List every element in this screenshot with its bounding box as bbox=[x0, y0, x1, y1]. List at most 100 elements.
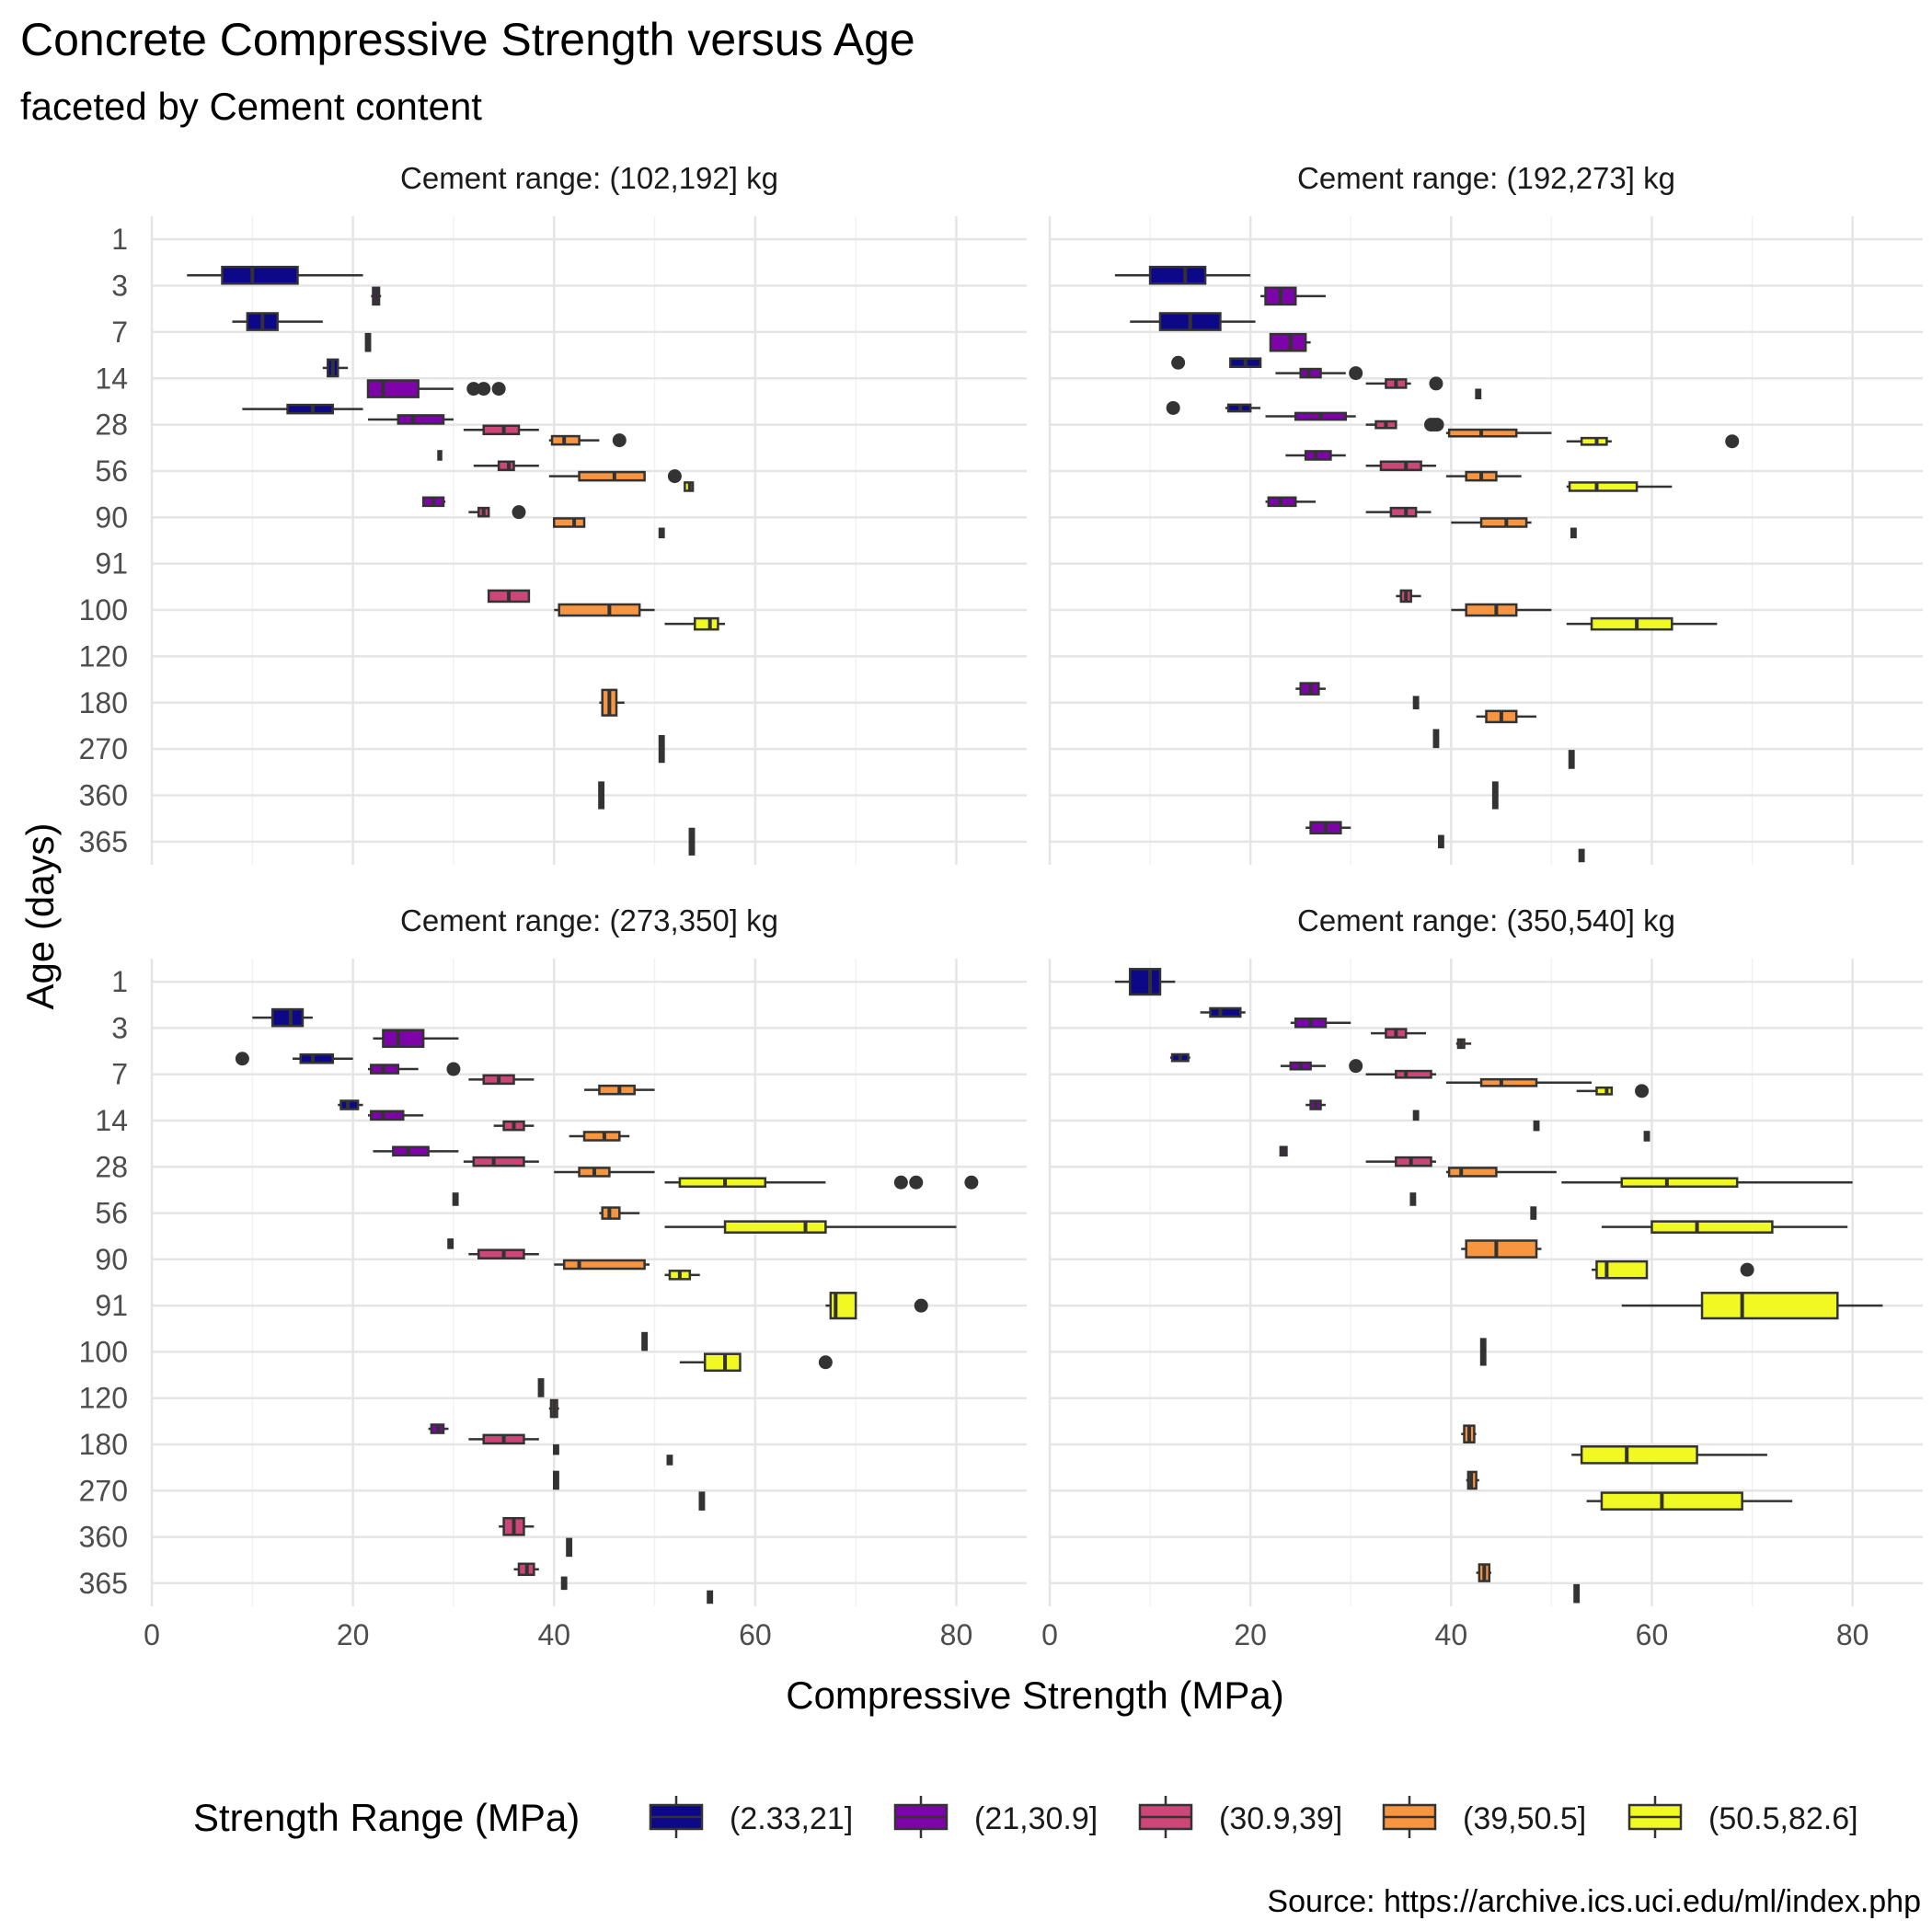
outlier-point bbox=[818, 1355, 833, 1370]
boxplot bbox=[1171, 355, 1262, 370]
boxplot bbox=[1451, 603, 1552, 617]
legend-label: (2.33,21] bbox=[730, 1801, 853, 1836]
boxplot bbox=[1533, 1120, 1540, 1132]
boxplot bbox=[679, 1352, 833, 1373]
chart-subtitle: faceted by Cement content bbox=[20, 85, 482, 128]
box-body bbox=[678, 1177, 767, 1189]
y-tick-label: 56 bbox=[95, 454, 128, 488]
outlier-point bbox=[1635, 1084, 1650, 1098]
boxplot bbox=[1586, 1491, 1793, 1511]
facet-panel: Cement range: (102,192] kg 1 3 7 14 28 56 90 91 1… bbox=[79, 161, 1027, 865]
boxplot bbox=[1371, 1028, 1427, 1039]
boxplot bbox=[684, 481, 695, 492]
boxplot bbox=[1475, 388, 1482, 400]
box-body bbox=[1595, 1086, 1614, 1096]
boxplot bbox=[1269, 332, 1311, 352]
facet-strip-label: Cement range: (192,273] kg bbox=[1297, 161, 1675, 195]
box-body bbox=[1479, 1077, 1538, 1087]
boxplot bbox=[1365, 460, 1436, 472]
y-tick-label: 1 bbox=[111, 223, 128, 256]
boxplot bbox=[1265, 496, 1317, 508]
boxplot bbox=[552, 1443, 559, 1455]
boxplot bbox=[552, 1470, 559, 1490]
y-tick-label: 365 bbox=[79, 825, 128, 858]
boxplot bbox=[664, 1175, 979, 1190]
box-body bbox=[598, 1084, 636, 1096]
box-body bbox=[497, 460, 515, 472]
box-body bbox=[1595, 1259, 1649, 1280]
legend-item: (30.9,39] bbox=[1138, 1796, 1342, 1838]
boxplot bbox=[1466, 1470, 1479, 1490]
box-body bbox=[1580, 1445, 1698, 1465]
boxplot bbox=[1169, 1052, 1190, 1063]
box-body bbox=[1600, 1491, 1743, 1511]
boxplot bbox=[1365, 376, 1443, 391]
boxplot bbox=[1445, 428, 1552, 438]
boxplot bbox=[322, 358, 349, 378]
x-tick-label: 40 bbox=[537, 1618, 570, 1651]
box-body bbox=[558, 603, 641, 617]
boxplot bbox=[584, 1084, 655, 1096]
outlier-point bbox=[446, 1062, 461, 1076]
box-body bbox=[270, 1007, 305, 1028]
boxplot bbox=[664, 1270, 700, 1281]
boxplot bbox=[368, 414, 454, 425]
box-body bbox=[1379, 460, 1422, 472]
outlier-point bbox=[1430, 418, 1444, 432]
boxplot bbox=[599, 1206, 640, 1220]
facet-strip-label: Cement range: (350,540] kg bbox=[1297, 903, 1675, 937]
boxplot bbox=[548, 433, 627, 448]
boxplot bbox=[1461, 1239, 1542, 1259]
outlier-point bbox=[512, 505, 526, 520]
y-tick-label: 91 bbox=[95, 547, 128, 581]
boxplot bbox=[569, 1131, 630, 1142]
y-tick-label: 3 bbox=[111, 270, 128, 303]
facet-strip-label: Cement range: (273,350] kg bbox=[400, 903, 778, 937]
boxplot bbox=[1445, 1077, 1593, 1087]
boxplot bbox=[664, 1220, 957, 1234]
box-body bbox=[472, 1156, 525, 1167]
boxplot bbox=[421, 496, 446, 508]
boxplot bbox=[1530, 1206, 1537, 1220]
boxplot bbox=[1290, 1017, 1351, 1029]
boxplot bbox=[1365, 418, 1444, 432]
box-body bbox=[1447, 1167, 1498, 1178]
box-body bbox=[562, 1259, 646, 1271]
boxplot bbox=[1445, 470, 1522, 482]
boxplot bbox=[537, 1378, 545, 1397]
boxplot bbox=[1592, 1259, 1754, 1280]
boxplot bbox=[368, 1110, 424, 1121]
boxplot bbox=[252, 1007, 313, 1028]
boxplot bbox=[1643, 1131, 1650, 1142]
boxplot bbox=[1166, 400, 1261, 415]
y-tick-label: 28 bbox=[95, 1150, 128, 1183]
boxplot bbox=[641, 1331, 649, 1351]
legend-label: (50.5,82.6] bbox=[1708, 1801, 1858, 1836]
x-tick-label: 20 bbox=[1234, 1618, 1267, 1651]
boxplot bbox=[373, 1029, 459, 1049]
box-body bbox=[382, 1029, 425, 1049]
box-body bbox=[1650, 1220, 1774, 1234]
boxplot bbox=[1260, 286, 1326, 306]
y-tick-label: 56 bbox=[95, 1197, 128, 1230]
boxplot bbox=[666, 1455, 673, 1466]
outlier-point bbox=[909, 1175, 924, 1190]
facet-panel: Cement range: (350,540] kg 0 20 40 60 80 bbox=[1041, 903, 1923, 1651]
x-tick-label: 80 bbox=[1836, 1618, 1869, 1651]
legend-item: (39,50.5] bbox=[1382, 1796, 1586, 1838]
boxplot bbox=[552, 517, 586, 528]
box-body bbox=[221, 265, 299, 285]
y-tick-label: 180 bbox=[79, 1428, 128, 1461]
box-body bbox=[286, 403, 335, 415]
boxplot bbox=[513, 1562, 539, 1577]
boxplot bbox=[1601, 1220, 1848, 1234]
boxplot bbox=[368, 1062, 461, 1076]
y-tick-label: 1 bbox=[111, 965, 128, 998]
boxplot bbox=[707, 1590, 714, 1604]
boxplot bbox=[493, 1120, 535, 1132]
boxplot bbox=[1455, 1038, 1472, 1050]
boxplot bbox=[468, 1433, 539, 1445]
boxplot bbox=[658, 527, 665, 539]
boxplot bbox=[1280, 1059, 1363, 1074]
box-body bbox=[1304, 450, 1332, 461]
